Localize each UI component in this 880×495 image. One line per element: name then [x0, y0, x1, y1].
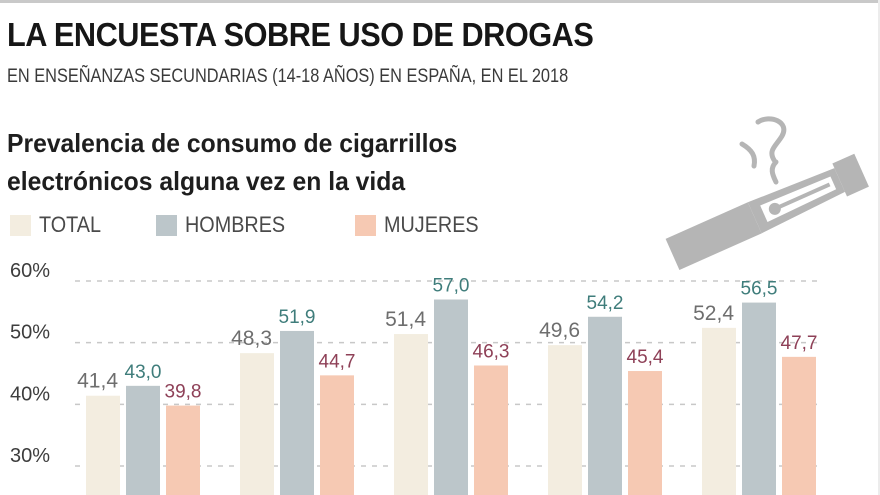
- bar-hombres-2: [434, 299, 468, 495]
- legend-label-mujeres: MUJERES: [384, 212, 479, 237]
- chart-title: Prevalencia de consumo de cigarrillos el…: [7, 124, 457, 200]
- bar-hombres-0: [126, 385, 160, 495]
- bar-hombres-4: [742, 302, 776, 495]
- bar-mujeres-2: [474, 365, 508, 495]
- bar-total-0: [86, 395, 120, 495]
- page-title: LA ENCUESTA SOBRE USO DE DROGAS: [7, 16, 594, 53]
- legend-label-hombres: HOMBRES: [185, 212, 286, 237]
- bar-total-2: [394, 334, 428, 495]
- data-label-hombres-2: 57,0: [433, 276, 470, 297]
- data-label-hombres-4: 56,5: [741, 279, 778, 300]
- data-label-total-0: 41,4: [77, 370, 118, 393]
- legend-item-mujeres: MUJERES: [355, 212, 489, 238]
- page-subtitle: EN ENSEÑANZAS SECUNDARIAS (14-18 AÑOS) E…: [7, 66, 569, 87]
- y-tick-label-40: 40%: [10, 383, 50, 405]
- data-label-hombres-1: 51,9: [279, 307, 316, 328]
- data-label-mujeres-3: 45,4: [627, 347, 664, 368]
- chart-title-line-2: electrónicos alguna vez en la vida: [7, 166, 406, 196]
- e-cigarette-icon: [640, 100, 880, 275]
- y-tick-label-30: 30%: [10, 445, 50, 467]
- legend-label-total: TOTAL: [39, 212, 101, 237]
- legend-swatch-mujeres: [355, 214, 376, 236]
- data-label-total-1: 48,3: [231, 327, 272, 350]
- bar-mujeres-3: [628, 371, 662, 495]
- chart-title-line-1: Prevalencia de consumo de cigarrillos: [7, 128, 458, 158]
- data-label-total-2: 51,4: [385, 308, 426, 331]
- y-tick-label-60: 60%: [10, 260, 50, 282]
- right-border: [878, 0, 880, 495]
- data-label-mujeres-1: 44,7: [319, 351, 356, 372]
- legend-item-hombres: HOMBRES: [156, 212, 296, 238]
- bar-total-4: [702, 327, 736, 495]
- data-label-mujeres-4: 47,7: [781, 333, 818, 354]
- data-label-hombres-0: 43,0: [125, 362, 162, 383]
- data-label-mujeres-0: 39,8: [165, 382, 202, 403]
- bar-total-1: [240, 353, 274, 495]
- bar-hombres-1: [280, 330, 314, 495]
- data-label-total-3: 49,6: [539, 319, 580, 342]
- data-label-mujeres-2: 46,3: [473, 341, 510, 362]
- bar-mujeres-0: [166, 405, 200, 495]
- y-tick-label-50: 50%: [10, 322, 50, 344]
- top-border: [0, 0, 880, 3]
- bar-mujeres-4: [782, 356, 816, 495]
- legend-swatch-hombres: [156, 214, 177, 236]
- data-label-total-4: 52,4: [693, 302, 734, 325]
- bar-mujeres-1: [320, 375, 354, 495]
- bar-total-3: [548, 345, 582, 495]
- data-label-hombres-3: 54,2: [587, 293, 624, 314]
- legend-item-total: TOTAL: [10, 212, 108, 238]
- legend-swatch-total: [10, 214, 31, 236]
- bar-hombres-3: [588, 316, 622, 495]
